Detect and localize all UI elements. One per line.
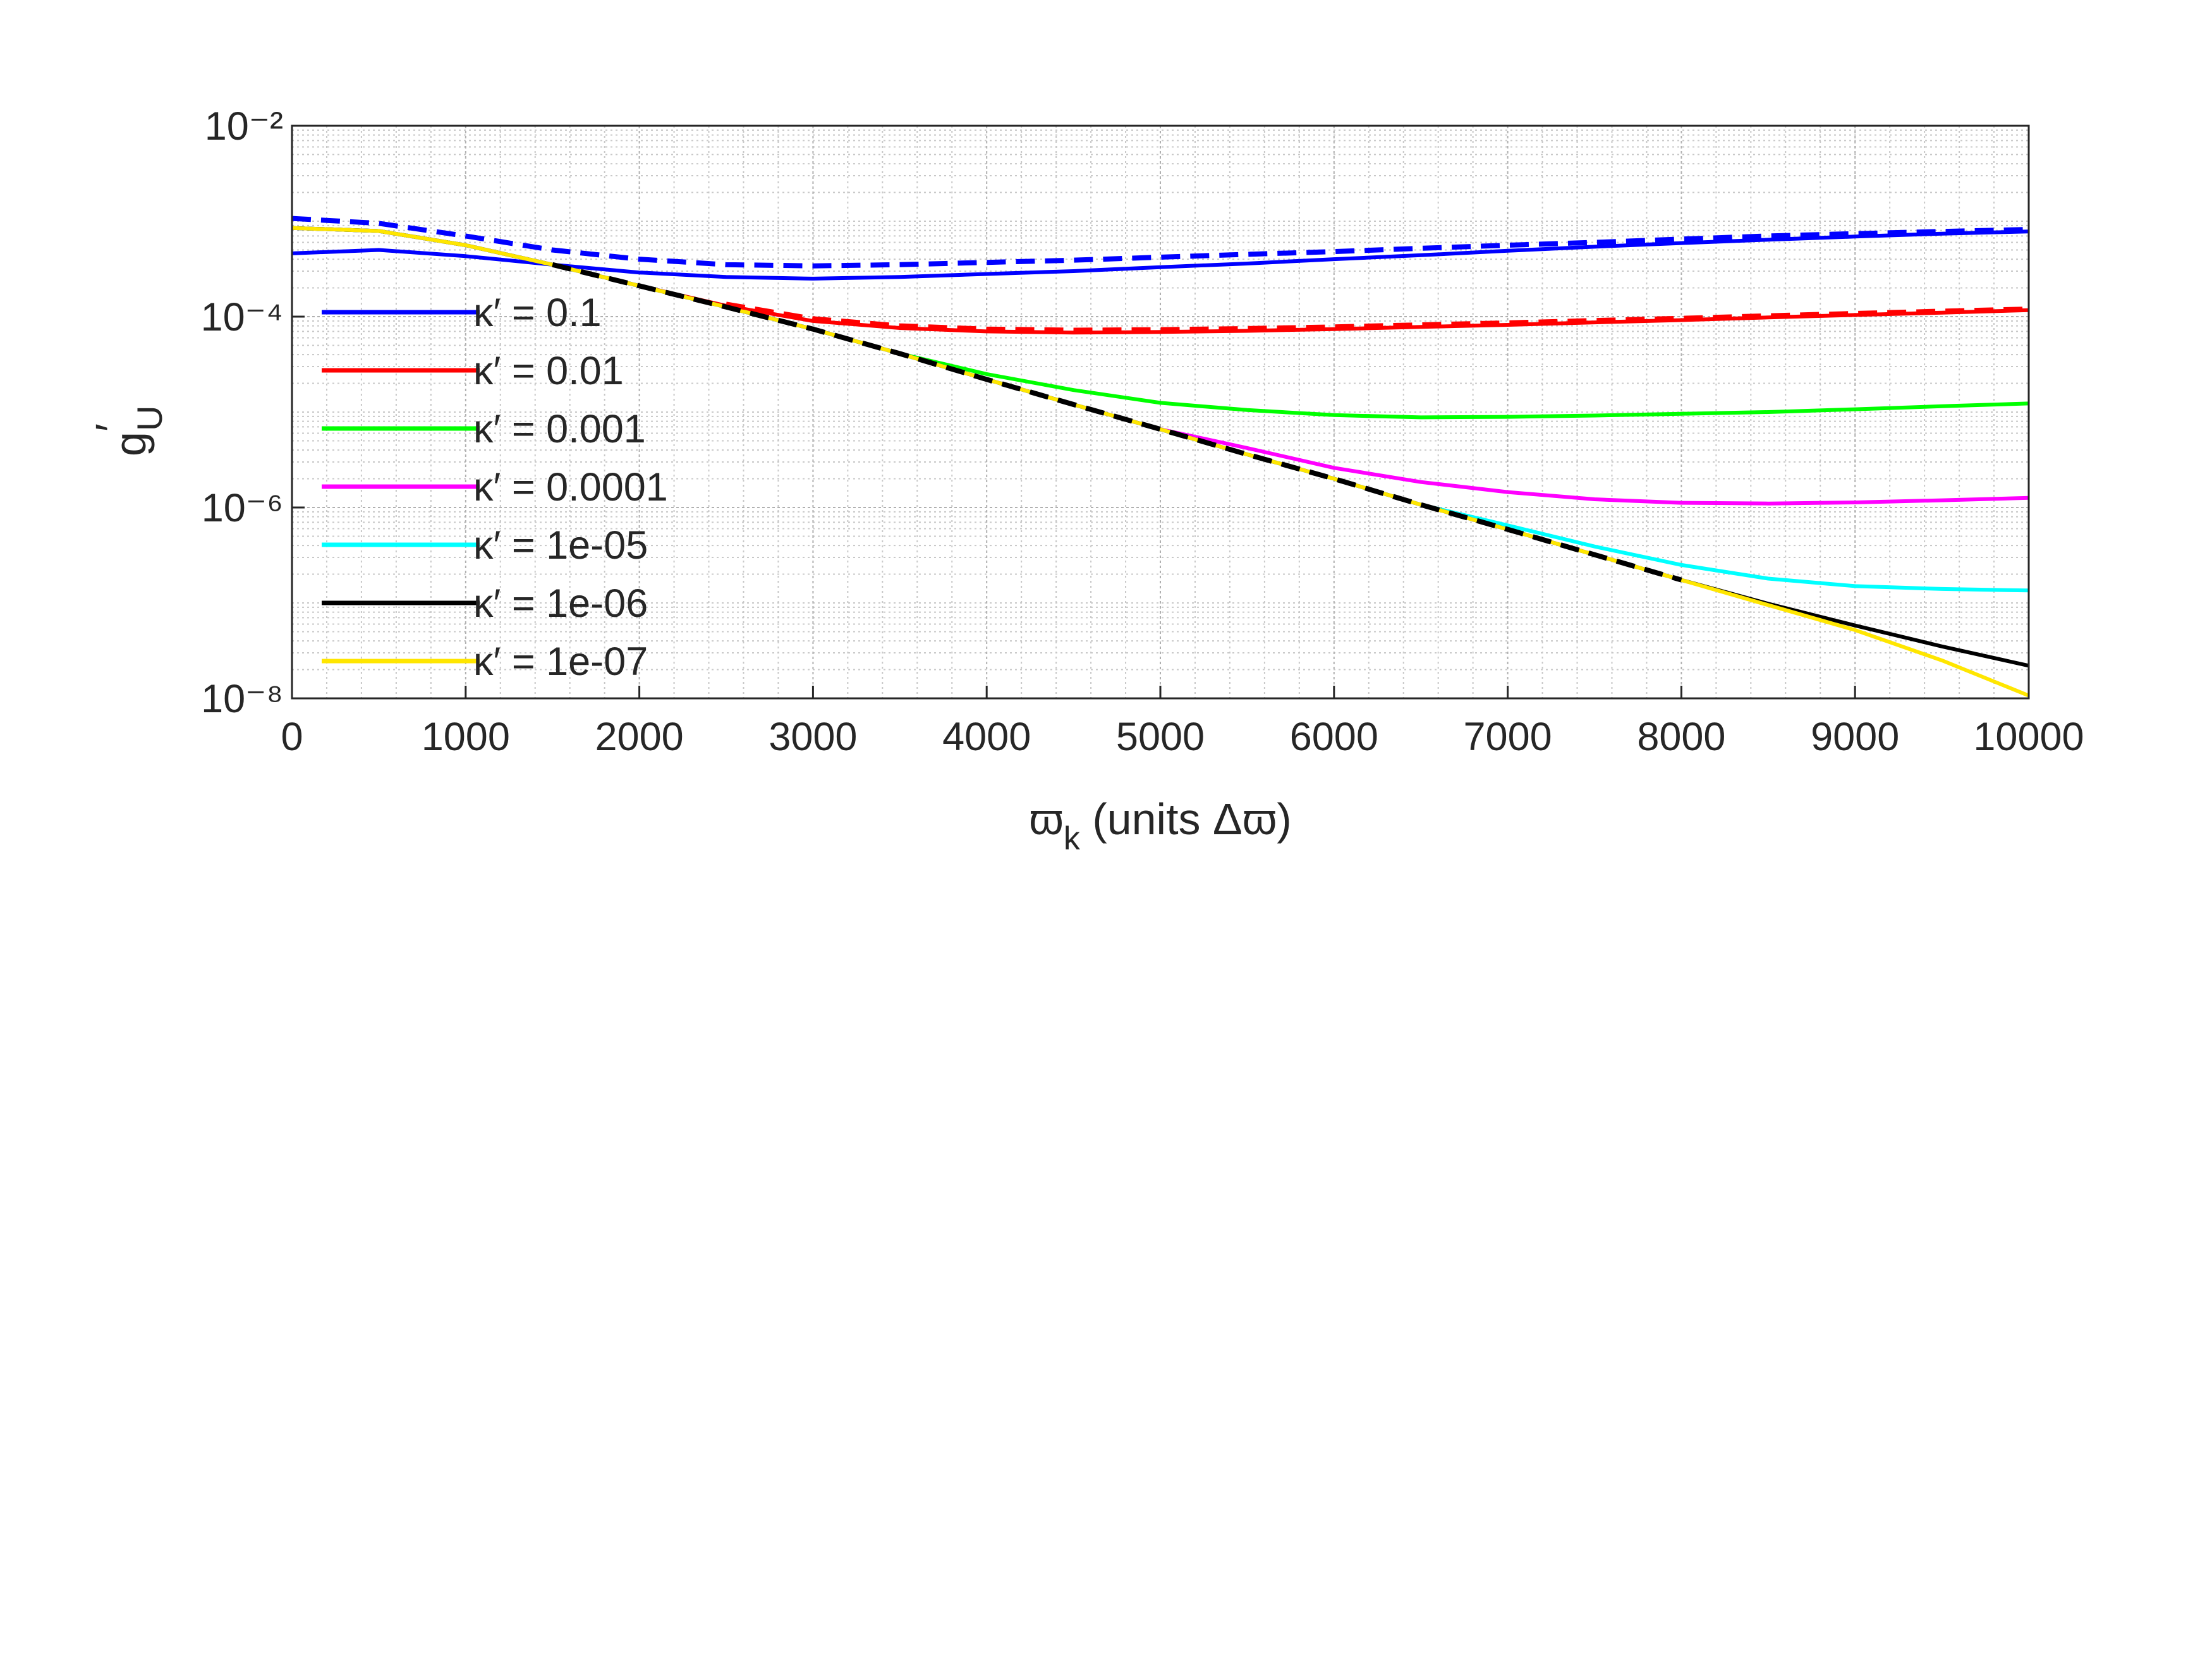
x-label-sub: k bbox=[1064, 820, 1081, 857]
line bbox=[291, 229, 2029, 281]
x-tick-label: 7000 bbox=[1464, 715, 1552, 759]
x-tick-label: 3000 bbox=[769, 715, 857, 759]
y-label-sup: ′ bbox=[87, 423, 136, 432]
legend-label: κ′ = 1e-07 bbox=[473, 640, 648, 684]
x-axis-label: ϖk (units Δϖ) bbox=[1029, 794, 1291, 857]
y-label-sub: U bbox=[130, 405, 169, 430]
x-tick-label: 8000 bbox=[1637, 715, 1725, 759]
y-label-symbol: g bbox=[106, 432, 155, 456]
legend-label: κ′ = 0.01 bbox=[473, 349, 624, 393]
x-tick-label: 5000 bbox=[1116, 715, 1205, 759]
legend-label: κ′ = 1e-05 bbox=[473, 523, 648, 568]
y-tick-label: 10⁻⁸ bbox=[201, 677, 283, 721]
legend-label: κ′ = 0.001 bbox=[473, 407, 646, 451]
y-axis-label: g′U bbox=[87, 405, 169, 456]
axes-box bbox=[291, 125, 2030, 700]
dashed-line bbox=[291, 216, 2029, 269]
legend-label: κ′ = 0.1 bbox=[473, 291, 602, 335]
legend-label: κ′ = 1e-06 bbox=[473, 581, 648, 626]
x-tick-label: 2000 bbox=[595, 715, 684, 759]
y-tick-label: 10⁻² bbox=[205, 104, 283, 149]
y-tick-label: 10⁻⁶ bbox=[202, 486, 283, 530]
x-tick-label: 10000 bbox=[1973, 715, 2084, 759]
legend-label: κ′ = 0.0001 bbox=[473, 465, 668, 509]
x-tick-label: 6000 bbox=[1290, 715, 1378, 759]
x-label-symbol: ϖ bbox=[1029, 794, 1064, 844]
dashed-line bbox=[726, 301, 2029, 333]
y-tick-label: 10⁻⁴ bbox=[201, 295, 283, 339]
dashed-line bbox=[552, 262, 1682, 583]
x-tick-label: 4000 bbox=[942, 715, 1031, 759]
x-tick-label: 0 bbox=[281, 715, 303, 759]
x-label-rest: (units Δϖ) bbox=[1080, 794, 1292, 844]
x-tick-label: 9000 bbox=[1811, 715, 1899, 759]
x-tick-label: 1000 bbox=[422, 715, 510, 759]
